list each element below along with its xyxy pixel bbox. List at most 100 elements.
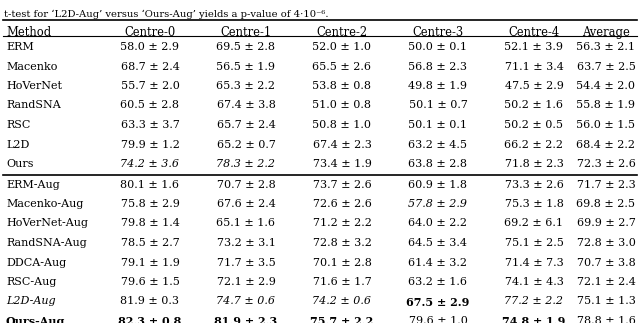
Text: 78.3 ± 2.2: 78.3 ± 2.2 xyxy=(216,159,275,169)
Text: 75.1 ± 2.5: 75.1 ± 2.5 xyxy=(504,238,563,248)
Text: DDCA-Aug: DDCA-Aug xyxy=(6,257,67,267)
Text: 69.2 ± 6.1: 69.2 ± 6.1 xyxy=(504,218,563,228)
Text: RSC: RSC xyxy=(6,120,30,130)
Text: RandSNA-Aug: RandSNA-Aug xyxy=(6,238,87,248)
Text: 79.1 ± 1.9: 79.1 ± 1.9 xyxy=(120,257,179,267)
Text: 63.2 ± 4.5: 63.2 ± 4.5 xyxy=(408,140,467,150)
Text: 72.3 ± 2.6: 72.3 ± 2.6 xyxy=(577,159,636,169)
Text: 50.0 ± 0.1: 50.0 ± 0.1 xyxy=(408,42,467,52)
Text: 53.8 ± 0.8: 53.8 ± 0.8 xyxy=(312,81,371,91)
Text: 78.8 ± 1.6: 78.8 ± 1.6 xyxy=(577,316,636,323)
Text: 72.8 ± 3.0: 72.8 ± 3.0 xyxy=(577,238,636,248)
Text: 65.5 ± 2.6: 65.5 ± 2.6 xyxy=(312,61,371,71)
Text: 74.8 ± 1.9: 74.8 ± 1.9 xyxy=(502,316,566,323)
Text: 71.6 ± 1.7: 71.6 ± 1.7 xyxy=(312,277,371,287)
Text: 56.8 ± 2.3: 56.8 ± 2.3 xyxy=(408,61,467,71)
Text: 47.5 ± 2.9: 47.5 ± 2.9 xyxy=(504,81,563,91)
Text: Method: Method xyxy=(6,26,51,39)
Text: L2D: L2D xyxy=(6,140,29,150)
Text: 79.6 ± 1.5: 79.6 ± 1.5 xyxy=(120,277,179,287)
Text: 55.7 ± 2.0: 55.7 ± 2.0 xyxy=(120,81,179,91)
Text: 58.0 ± 2.9: 58.0 ± 2.9 xyxy=(120,42,179,52)
Text: 71.7 ± 2.3: 71.7 ± 2.3 xyxy=(577,180,636,190)
Text: RandSNA: RandSNA xyxy=(6,100,61,110)
Text: ERM-Aug: ERM-Aug xyxy=(6,180,60,190)
Text: 73.2 ± 3.1: 73.2 ± 3.1 xyxy=(216,238,275,248)
Text: 56.0 ± 1.5: 56.0 ± 1.5 xyxy=(577,120,636,130)
Text: 50.1 ± 0.7: 50.1 ± 0.7 xyxy=(408,100,467,110)
Text: Centre-4: Centre-4 xyxy=(508,26,559,39)
Text: 71.7 ± 3.5: 71.7 ± 3.5 xyxy=(216,257,275,267)
Text: 74.1 ± 4.3: 74.1 ± 4.3 xyxy=(504,277,563,287)
Text: 74.7 ± 0.6: 74.7 ± 0.6 xyxy=(216,297,275,307)
Text: 65.7 ± 2.4: 65.7 ± 2.4 xyxy=(216,120,275,130)
Text: 67.4 ± 3.8: 67.4 ± 3.8 xyxy=(216,100,275,110)
Text: 65.1 ± 1.6: 65.1 ± 1.6 xyxy=(216,218,275,228)
Text: 63.7 ± 2.5: 63.7 ± 2.5 xyxy=(577,61,636,71)
Text: 69.5 ± 2.8: 69.5 ± 2.8 xyxy=(216,42,275,52)
Text: 50.2 ± 1.6: 50.2 ± 1.6 xyxy=(504,100,563,110)
Text: 81.9 ± 0.3: 81.9 ± 0.3 xyxy=(120,297,179,307)
Text: 68.4 ± 2.2: 68.4 ± 2.2 xyxy=(577,140,636,150)
Text: 68.7 ± 2.4: 68.7 ± 2.4 xyxy=(120,61,179,71)
Text: t-test for ‘L2D-Aug’ versus ‘Ours-Aug’ yields a p-value of 4·10⁻⁶.: t-test for ‘L2D-Aug’ versus ‘Ours-Aug’ y… xyxy=(4,10,328,19)
Text: L2D-Aug: L2D-Aug xyxy=(6,297,56,307)
Text: 73.4 ± 1.9: 73.4 ± 1.9 xyxy=(312,159,371,169)
Text: 56.3 ± 2.1: 56.3 ± 2.1 xyxy=(577,42,636,52)
Text: 64.0 ± 2.2: 64.0 ± 2.2 xyxy=(408,218,467,228)
Text: 71.4 ± 7.3: 71.4 ± 7.3 xyxy=(504,257,563,267)
Text: 69.8 ± 2.5: 69.8 ± 2.5 xyxy=(577,199,636,209)
Text: 63.2 ± 1.6: 63.2 ± 1.6 xyxy=(408,277,467,287)
Text: 61.4 ± 3.2: 61.4 ± 3.2 xyxy=(408,257,467,267)
Text: 54.4 ± 2.0: 54.4 ± 2.0 xyxy=(577,81,636,91)
Text: 77.2 ± 2.2: 77.2 ± 2.2 xyxy=(504,297,563,307)
Text: 72.1 ± 2.4: 72.1 ± 2.4 xyxy=(577,277,636,287)
Text: 55.8 ± 1.9: 55.8 ± 1.9 xyxy=(577,100,636,110)
Text: 64.5 ± 3.4: 64.5 ± 3.4 xyxy=(408,238,467,248)
Text: Centre-0: Centre-0 xyxy=(124,26,175,39)
Text: 72.1 ± 2.9: 72.1 ± 2.9 xyxy=(216,277,275,287)
Text: Average: Average xyxy=(582,26,630,39)
Text: 69.9 ± 2.7: 69.9 ± 2.7 xyxy=(577,218,636,228)
Text: HoVerNet-Aug: HoVerNet-Aug xyxy=(6,218,88,228)
Text: 78.5 ± 2.7: 78.5 ± 2.7 xyxy=(120,238,179,248)
Text: 51.0 ± 0.8: 51.0 ± 0.8 xyxy=(312,100,371,110)
Text: RSC-Aug: RSC-Aug xyxy=(6,277,56,287)
Text: 66.2 ± 2.2: 66.2 ± 2.2 xyxy=(504,140,563,150)
Text: 49.8 ± 1.9: 49.8 ± 1.9 xyxy=(408,81,467,91)
Text: Centre-1: Centre-1 xyxy=(220,26,271,39)
Text: 70.7 ± 3.8: 70.7 ± 3.8 xyxy=(577,257,636,267)
Text: 71.2 ± 2.2: 71.2 ± 2.2 xyxy=(312,218,371,228)
Text: ERM: ERM xyxy=(6,42,34,52)
Text: 50.1 ± 0.1: 50.1 ± 0.1 xyxy=(408,120,467,130)
Text: 75.8 ± 2.9: 75.8 ± 2.9 xyxy=(120,199,179,209)
Text: 70.1 ± 2.8: 70.1 ± 2.8 xyxy=(312,257,371,267)
Text: 50.8 ± 1.0: 50.8 ± 1.0 xyxy=(312,120,371,130)
Text: Ours-Aug: Ours-Aug xyxy=(6,316,65,323)
Text: 67.5 ± 2.9: 67.5 ± 2.9 xyxy=(406,297,470,307)
Text: HoVerNet: HoVerNet xyxy=(6,81,62,91)
Text: 63.8 ± 2.8: 63.8 ± 2.8 xyxy=(408,159,467,169)
Text: 75.7 ± 2.2: 75.7 ± 2.2 xyxy=(310,316,374,323)
Text: 79.9 ± 1.2: 79.9 ± 1.2 xyxy=(120,140,179,150)
Text: 72.8 ± 3.2: 72.8 ± 3.2 xyxy=(312,238,371,248)
Text: 65.3 ± 2.2: 65.3 ± 2.2 xyxy=(216,81,275,91)
Text: 65.2 ± 0.7: 65.2 ± 0.7 xyxy=(216,140,275,150)
Text: 57.8 ± 2.9: 57.8 ± 2.9 xyxy=(408,199,467,209)
Text: 70.7 ± 2.8: 70.7 ± 2.8 xyxy=(216,180,275,190)
Text: 60.5 ± 2.8: 60.5 ± 2.8 xyxy=(120,100,179,110)
Text: 73.7 ± 2.6: 73.7 ± 2.6 xyxy=(312,180,371,190)
Text: Macenko: Macenko xyxy=(6,61,58,71)
Text: 75.1 ± 1.3: 75.1 ± 1.3 xyxy=(577,297,636,307)
Text: 67.4 ± 2.3: 67.4 ± 2.3 xyxy=(312,140,371,150)
Text: Macenko-Aug: Macenko-Aug xyxy=(6,199,83,209)
Text: 79.6 ± 1.0: 79.6 ± 1.0 xyxy=(408,316,467,323)
Text: 80.1 ± 1.6: 80.1 ± 1.6 xyxy=(120,180,179,190)
Text: 60.9 ± 1.8: 60.9 ± 1.8 xyxy=(408,180,467,190)
Text: 72.6 ± 2.6: 72.6 ± 2.6 xyxy=(312,199,371,209)
Text: 74.2 ± 0.6: 74.2 ± 0.6 xyxy=(312,297,371,307)
Text: 81.9 ± 2.3: 81.9 ± 2.3 xyxy=(214,316,278,323)
Text: 63.3 ± 3.7: 63.3 ± 3.7 xyxy=(120,120,179,130)
Text: 67.6 ± 2.4: 67.6 ± 2.4 xyxy=(216,199,275,209)
Text: 73.3 ± 2.6: 73.3 ± 2.6 xyxy=(504,180,563,190)
